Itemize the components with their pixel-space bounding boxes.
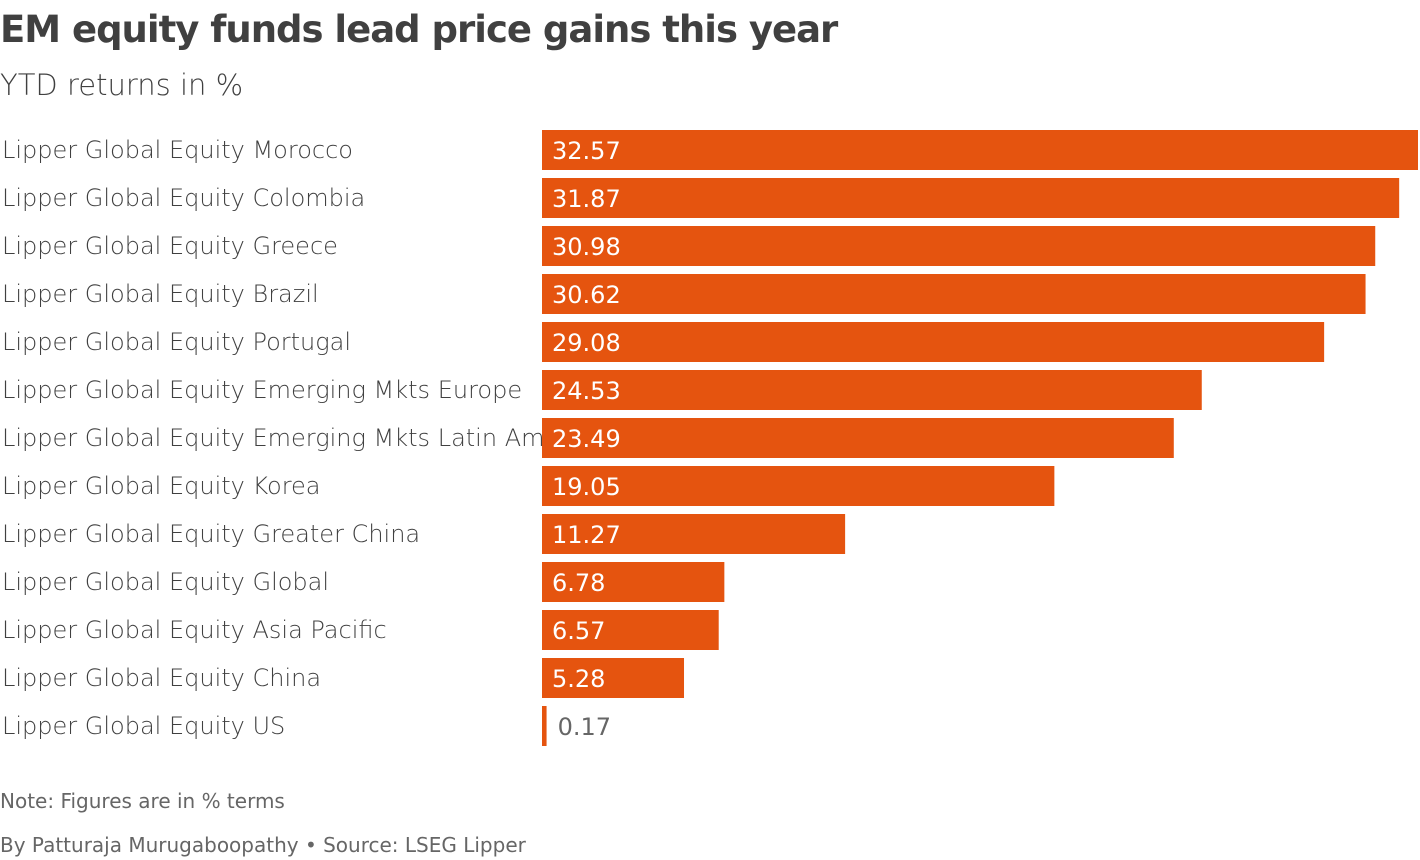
data-label: 30.62	[552, 281, 621, 309]
data-label: 24.53	[552, 377, 621, 405]
category-label: Lipper Global Equity China	[2, 664, 321, 692]
bar	[542, 658, 685, 698]
bar	[542, 706, 547, 746]
bar	[542, 130, 1418, 170]
data-label: 0.17	[558, 713, 611, 741]
bar	[542, 466, 1055, 506]
category-label: Lipper Global Equity Brazil	[2, 280, 319, 308]
category-label: Lipper Global Equity Emerging Mkts Latin…	[2, 424, 544, 452]
bar	[542, 370, 1202, 410]
chart-note: Note: Figures are in % terms	[0, 789, 285, 813]
bar	[542, 226, 1376, 266]
data-label: 6.57	[552, 617, 605, 645]
bar	[542, 322, 1325, 362]
bar	[542, 514, 846, 554]
data-label: 5.28	[552, 665, 605, 693]
category-label: Lipper Global Equity Korea	[2, 472, 321, 500]
data-label: 23.49	[552, 425, 621, 453]
data-label: 19.05	[552, 473, 621, 501]
bar	[542, 274, 1366, 314]
category-label: Lipper Global Equity Greater China	[2, 520, 420, 548]
chart-title: EM equity funds lead price gains this ye…	[0, 8, 838, 51]
category-label: Lipper Global Equity Global	[2, 568, 329, 596]
data-label: 29.08	[552, 329, 621, 357]
data-label: 6.78	[552, 569, 605, 597]
data-label: 31.87	[552, 185, 621, 213]
category-label: Lipper Global Equity Greece	[2, 232, 338, 260]
category-label: Lipper Global Equity Colombia	[2, 184, 365, 212]
bar	[542, 610, 719, 650]
data-label: 32.57	[552, 137, 621, 165]
category-label: Lipper Global Equity Emerging Mkts Europ…	[2, 376, 522, 404]
data-label: 30.98	[552, 233, 621, 261]
category-label: Lipper Global Equity US	[2, 712, 285, 740]
bar	[542, 178, 1400, 218]
chart-subtitle: YTD returns in %	[0, 68, 244, 102]
category-label: Lipper Global Equity Portugal	[2, 328, 351, 356]
data-label: 11.27	[552, 521, 621, 549]
chart-credit: By Patturaja Murugaboopathy • Source: LS…	[0, 833, 526, 857]
bar	[542, 418, 1174, 458]
category-label: Lipper Global Equity Asia Pacific	[2, 616, 387, 644]
category-label: Lipper Global Equity Morocco	[2, 136, 353, 164]
bar	[542, 562, 725, 602]
